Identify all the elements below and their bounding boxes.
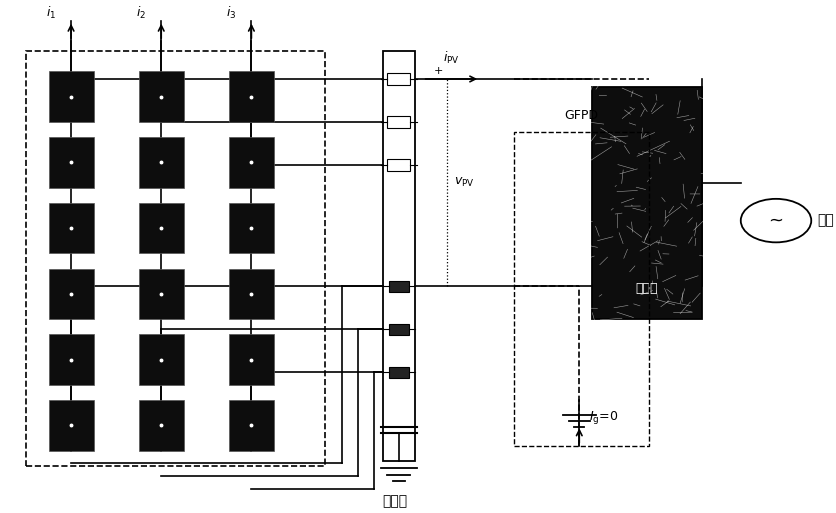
Bar bbox=[139, 334, 184, 385]
Bar bbox=[389, 281, 409, 292]
Bar bbox=[384, 51, 415, 461]
Bar bbox=[387, 159, 410, 171]
Bar bbox=[229, 203, 274, 253]
Bar bbox=[229, 334, 274, 385]
Bar bbox=[48, 334, 94, 385]
Bar bbox=[387, 115, 410, 128]
Bar bbox=[48, 400, 94, 451]
Text: $i_2$: $i_2$ bbox=[136, 5, 146, 21]
Text: $v_{\mathrm{PV}}$: $v_{\mathrm{PV}}$ bbox=[454, 176, 475, 189]
Bar bbox=[139, 71, 184, 122]
Bar bbox=[139, 269, 184, 319]
Bar bbox=[389, 324, 409, 335]
Bar bbox=[387, 73, 410, 85]
Bar bbox=[48, 137, 94, 188]
Text: $i_1$: $i_1$ bbox=[46, 5, 56, 21]
Bar bbox=[139, 400, 184, 451]
Bar bbox=[48, 71, 94, 122]
Bar bbox=[229, 400, 274, 451]
Bar bbox=[229, 71, 274, 122]
Bar bbox=[48, 269, 94, 319]
Bar bbox=[513, 132, 649, 446]
Bar bbox=[26, 51, 325, 466]
Bar bbox=[229, 137, 274, 188]
Text: 电网: 电网 bbox=[817, 213, 833, 228]
Text: $I_{\mathrm{g}}\!=\!0$: $I_{\mathrm{g}}\!=\!0$ bbox=[589, 409, 619, 426]
Bar bbox=[229, 269, 274, 319]
Bar bbox=[139, 137, 184, 188]
Text: $i_3$: $i_3$ bbox=[227, 5, 237, 21]
Bar bbox=[592, 87, 702, 319]
Bar bbox=[139, 203, 184, 253]
Text: GFPD: GFPD bbox=[564, 109, 599, 122]
Text: 汇流筱: 汇流筱 bbox=[382, 494, 407, 508]
Text: 逆变器: 逆变器 bbox=[635, 282, 658, 295]
Text: ~: ~ bbox=[768, 211, 783, 230]
Text: +: + bbox=[434, 67, 443, 76]
Text: $i_{\mathrm{PV}}$: $i_{\mathrm{PV}}$ bbox=[443, 50, 460, 66]
Bar bbox=[48, 203, 94, 253]
Bar bbox=[389, 367, 409, 378]
